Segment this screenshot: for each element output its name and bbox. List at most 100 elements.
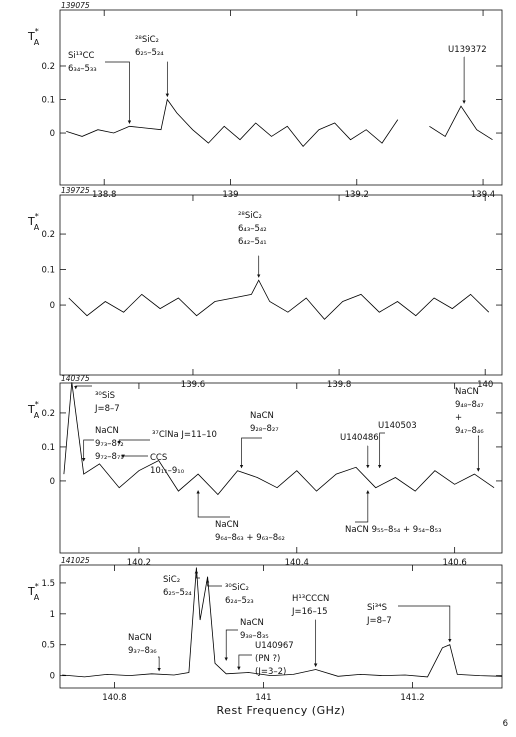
annotation-arrow [157,656,161,672]
annotation-text: H¹³CCCN [292,594,329,604]
annotation-text: 9₄₇–8₄₆ [455,426,484,436]
annotation-text: NaCN [128,633,152,643]
annotation-text: 9₇₃–8₇₂ [95,439,124,449]
y-label-sub: A [34,593,40,602]
annotation-text: J=8–7 [94,404,120,414]
annotation-text: NaCN [215,520,239,530]
panel-frame [59,382,503,554]
annotation-text: 9₃₈–8₃₅ [240,631,269,641]
annotation-text: U139372 [448,45,487,55]
annotation-arrow [196,490,230,518]
y-tick-label: 0 [50,301,55,311]
x-tick-label: 140.8 [102,693,126,703]
x-tick-label: 140.4 [285,558,309,568]
annotation-text: U140967 [255,641,294,651]
annotation-arrow [205,579,222,587]
y-tick-label: 0 [50,129,55,139]
y-label-sup: * [35,27,39,36]
annotation-text: 6₄₂–5₄₁ [238,237,267,247]
annotation-text: + [455,413,462,423]
annotation-arrow [237,654,252,671]
y-label-base: T [27,30,35,43]
annotation-text: 6₄₃–5₄₂ [238,224,267,234]
spectrum-line [68,279,490,320]
y-label-sup: * [35,582,39,591]
y-label-sup: * [35,212,39,221]
spectrum-line [66,98,493,148]
annotation-arrow [355,490,370,523]
annotation-text: 10₁₁–9₁₀ [150,466,185,476]
y-tick-label: 0 [50,672,55,682]
annotation-arrow [105,61,132,124]
annotation-text: 9₂₈–8₂₇ [250,424,279,434]
y-tick-label: 0.2 [41,230,55,240]
panel-frame [59,9,503,186]
annotation-text: (J=3–2) [255,667,286,677]
annotation-text: U140486 [340,433,379,443]
y-label-sub: A [34,411,40,420]
annotation-text: 9₇₂–8₇₁ [95,452,124,462]
y-tick-label: 0.2 [41,62,55,72]
y-tick-label: 0.1 [41,96,55,106]
annotation-text: 9₄₈–8₄₇ [455,400,484,410]
x-tick-label: 140.6 [442,558,466,568]
y-tick-label: 0.5 [41,641,55,651]
panel-title: 141025 [61,556,90,565]
annotation-text: CCS [150,453,167,463]
annotation-text: NaCN 9₅₅–8₅₄ + 9₅₄–8₅₃ [345,525,441,535]
annotation-text: ³⁰SiC₂ [225,583,249,593]
annotation-text: J=8–7 [366,616,392,626]
y-tick-label: 0.1 [41,266,55,276]
y-axis-label: T* A [27,212,40,232]
annotation-text: (PN ?) [255,654,280,664]
annotation-text: 6₂₅–5₂₄ [135,48,164,58]
y-axis-label: T* A [27,27,40,47]
annotation-arrow [74,385,92,390]
y-tick-label: 1 [50,610,55,620]
annotation-text: 6₂₄–5₂₃ [225,596,254,606]
y-tick-label: 0.2 [41,409,55,419]
annotation-text: NaCN [95,426,119,436]
panel-frame [59,194,503,376]
annotation-arrow [81,439,94,462]
y-label-base: T [27,585,35,598]
annotation-text: Si³⁴S [367,603,387,613]
annotation-text: ³⁰SiS [95,391,115,401]
annotation-text: 6₂₅–5₂₄ [163,588,192,598]
y-label-sub: A [34,38,40,47]
annotation-text: 9₆₄–8₆₃ + 9₆₃–8₆₂ [215,533,285,543]
annotation-arrow [121,454,148,459]
x-axis-label: Rest Frequency (GHz) [217,704,346,717]
spectrum-line [63,382,495,496]
annotation-text: ³⁷ClNa J=11–10 [152,430,217,440]
x-tick-label: 139.8 [327,380,351,390]
page-number: 6 [503,719,508,729]
annotation-text: ²⁸SiC₂ [238,211,262,221]
annotation-text: NaCN [250,411,274,421]
panel-frame [59,564,503,689]
annotation-text: U140503 [378,421,417,431]
y-label-sup: * [35,400,39,409]
spectrum-line [62,567,503,678]
y-label-base: T [27,215,35,228]
y-label-base: T [27,403,35,416]
annotation-arrow [377,432,385,469]
annotation-arrow [117,439,150,445]
annotation-arrow [224,629,238,661]
annotation-text: NaCN [455,387,479,397]
panel-title: 139725 [61,186,90,195]
annotation-text: NaCN [240,618,264,628]
y-tick-label: 0.1 [41,443,55,453]
annotation-text: SiC₂ [163,575,180,585]
annotation-text: 6₃₄–5₃₃ [68,64,97,74]
y-axis-label: T* A [27,400,40,420]
x-tick-label: 140 [477,380,493,390]
annotation-text: J=16–15 [291,607,328,617]
y-tick-label: 0 [50,477,55,487]
annotation-text: Si¹³CC [68,51,95,61]
annotation-arrow [239,437,262,469]
panel-title: 139075 [61,1,90,10]
y-axis-label: T* A [27,582,40,602]
y-tick-label: 1.5 [41,579,55,589]
